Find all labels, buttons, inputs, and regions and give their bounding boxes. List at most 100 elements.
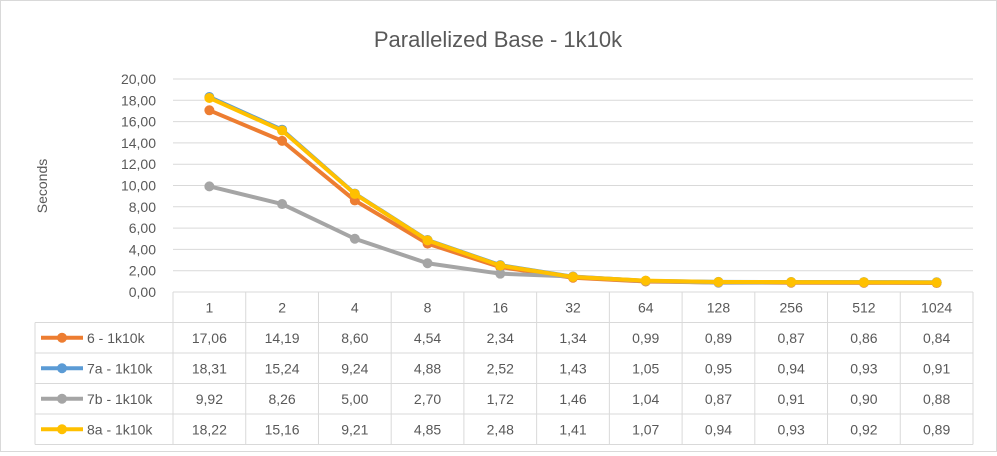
data-point [495, 268, 506, 279]
chart-title: Parallelized Base - 1k10k [374, 27, 623, 52]
x-tick-label: 8 [424, 299, 432, 315]
data-label: 1,04 [632, 391, 659, 407]
data-label: 1,05 [632, 360, 659, 376]
y-tick-label: 14,00 [121, 135, 156, 151]
x-tick-label: 2 [278, 299, 286, 315]
data-point [204, 92, 215, 103]
data-label: 0,92 [850, 421, 877, 437]
y-tick-label: 0,00 [129, 284, 156, 300]
data-table: 1 2 4 8 16 32 64 128 256 512 1024 6 - 1k10k 17,06 14,… [34, 292, 974, 445]
data-label: 2,52 [487, 360, 514, 376]
y-tick-label: 10,00 [121, 178, 156, 194]
data-label: 4,54 [414, 330, 441, 346]
x-tick-label: 1024 [921, 299, 952, 315]
data-label: 15,16 [265, 421, 300, 437]
data-label: 9,24 [341, 360, 368, 376]
data-label: 17,06 [192, 330, 227, 346]
data-label: 2,48 [487, 421, 514, 437]
data-point [277, 135, 288, 146]
data-label: 1,07 [632, 421, 659, 437]
data-point [349, 188, 360, 199]
data-point [858, 277, 869, 288]
data-label: 0,89 [923, 421, 950, 437]
data-point [204, 105, 215, 116]
data-label: 0,95 [705, 360, 732, 376]
x-tick-label: 512 [852, 299, 876, 315]
y-axis-label: Seconds [34, 159, 50, 213]
data-point [931, 277, 942, 288]
y-tick-label: 20,00 [121, 71, 156, 87]
data-label: 0,90 [850, 391, 877, 407]
data-label: 0,94 [778, 360, 805, 376]
x-tick-label: 16 [492, 299, 508, 315]
data-point [786, 277, 797, 288]
x-tick-label: 256 [780, 299, 804, 315]
data-label: 0,88 [923, 391, 950, 407]
data-point [568, 271, 578, 282]
legend-key-marker [57, 332, 67, 343]
series-line [207, 108, 939, 286]
gridlines [173, 78, 973, 293]
data-label: 1,43 [559, 360, 586, 376]
data-label: 1,72 [487, 391, 514, 407]
data-label: 0,87 [705, 391, 732, 407]
legend-entry: 7a - 1k10k [87, 360, 153, 376]
data-label: 18,22 [192, 421, 227, 437]
legend-key-marker [57, 393, 67, 404]
data-label: 0,93 [850, 360, 877, 376]
legend-key-marker [57, 363, 67, 374]
data-label: 8,60 [341, 330, 368, 346]
data-label: 0,99 [632, 330, 659, 346]
y-tick-label: 16,00 [121, 114, 156, 130]
x-tick-label: 128 [707, 299, 731, 315]
data-label: 15,24 [265, 360, 300, 376]
x-tick-label: 64 [638, 299, 654, 315]
y-tick-label: 6,00 [129, 220, 156, 236]
data-label: 0,84 [923, 330, 950, 346]
data-label: 0,93 [778, 421, 805, 437]
data-label: 0,87 [778, 330, 805, 346]
data-label: 4,85 [414, 421, 441, 437]
data-label: 0,91 [778, 391, 805, 407]
data-point [495, 260, 506, 271]
data-point [640, 275, 651, 286]
legend-key-marker [57, 424, 67, 435]
data-label: 0,89 [705, 330, 732, 346]
series-lines [204, 91, 942, 289]
legend-entry: 7b - 1k10k [87, 391, 153, 407]
data-label: 9,92 [196, 391, 223, 407]
x-tick-label: 1 [205, 299, 213, 315]
data-label: 0,91 [923, 360, 950, 376]
data-point [713, 276, 724, 287]
x-tick-label: 32 [565, 299, 581, 315]
data-label: 2,70 [414, 391, 441, 407]
legend-entry: 6 - 1k10k [87, 330, 146, 346]
data-label: 1,41 [559, 421, 586, 437]
data-label: 0,86 [850, 330, 877, 346]
data-point [349, 233, 360, 244]
y-tick-label: 8,00 [129, 199, 156, 215]
legend-entry: 8a - 1k10k [87, 421, 153, 437]
data-label: 14,19 [265, 330, 300, 346]
data-point [277, 199, 288, 210]
data-point [277, 125, 288, 136]
data-label: 2,34 [487, 330, 514, 346]
data-label: 9,21 [341, 421, 368, 437]
y-tick-label: 4,00 [129, 241, 156, 257]
y-tick-label: 12,00 [121, 156, 156, 172]
data-label: 1,34 [559, 330, 586, 346]
y-tick-label: 2,00 [129, 263, 156, 279]
data-point [204, 181, 215, 192]
series-line [207, 184, 939, 285]
y-tick-label: 18,00 [121, 92, 156, 108]
data-point [422, 258, 433, 269]
data-label: 1,46 [559, 391, 586, 407]
series-line [207, 94, 939, 285]
series-line [207, 95, 939, 285]
data-label: 0,94 [705, 421, 732, 437]
y-axis-ticks: 0,00 2,00 4,00 6,00 8,00 10,00 12,00 14,00 16,00… [121, 71, 156, 300]
data-label: 18,31 [192, 360, 227, 376]
data-label: 5,00 [341, 391, 368, 407]
